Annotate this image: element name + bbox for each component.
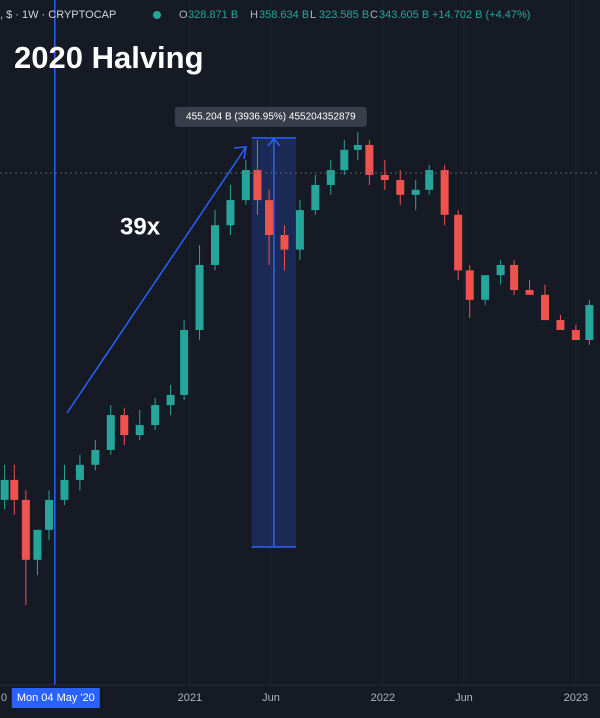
- x-axis: 0 2021 Jun 2022 Jun 2023 Mon 04 May '20: [1, 688, 588, 708]
- candle-body: [45, 499, 54, 530]
- candle-body: [241, 170, 250, 201]
- candle-body: [510, 264, 519, 291]
- crosshair-label-box: [11, 688, 100, 708]
- candle-body: [195, 264, 204, 331]
- measure-label-box: [174, 106, 367, 127]
- symbol: , $ · 1W · CRYPTOCAP: [0, 9, 116, 21]
- candle-body: [280, 235, 289, 250]
- candle-body: [571, 330, 580, 341]
- status-dot: [153, 11, 161, 19]
- candle-body: [135, 425, 144, 436]
- candle-body: [481, 275, 490, 300]
- quote-value: 358.634 B: [259, 9, 309, 21]
- candle-body: [75, 464, 84, 480]
- candle-body: [253, 170, 262, 201]
- x-axis-area: [0, 685, 600, 718]
- quote-value: 328.871 B: [188, 9, 238, 21]
- candle-body: [120, 415, 129, 436]
- x-tick-label: Jun: [262, 692, 280, 704]
- trend-arrow: [66, 146, 247, 414]
- header: , $ · 1W · CRYPTOCAP O 328.871 B H 358.634 …: [0, 9, 530, 21]
- candle-body: [0, 479, 9, 500]
- candle-body: [21, 499, 30, 560]
- candle-body: [353, 144, 362, 150]
- trend-arrow-head: [233, 146, 247, 160]
- candle-body: [166, 394, 175, 406]
- candle-body: [91, 449, 100, 465]
- x-tick-label: 0: [1, 692, 7, 704]
- candle-body: [454, 214, 463, 271]
- candle-body: [340, 149, 349, 171]
- candle-body: [556, 320, 565, 331]
- candle-body: [10, 479, 19, 500]
- candle-body: [226, 200, 235, 226]
- x-tick-label: Jun: [455, 692, 473, 704]
- x-tick-label: 2022: [371, 692, 395, 704]
- candle-body: [585, 305, 594, 341]
- candle-body: [380, 174, 389, 181]
- candle-body: [265, 200, 274, 236]
- quote-label: L: [310, 9, 316, 21]
- crosshair-label: Mon 04 May '20: [17, 692, 95, 704]
- quote-label: O: [179, 9, 188, 21]
- candle-body: [106, 415, 115, 450]
- plot: 455.204 B (3936.95%) 455204352879: [0, 0, 594, 685]
- candle-body: [326, 170, 335, 185]
- annotation: 39x: [120, 213, 161, 240]
- candle-body: [496, 264, 505, 276]
- x-tick-label: 2023: [564, 692, 588, 704]
- candle-body: [311, 184, 320, 211]
- quote-value: 343.605 B: [379, 9, 429, 21]
- quote-label: H: [250, 9, 258, 21]
- candle-body: [33, 529, 42, 560]
- candle-body: [440, 170, 449, 215]
- measure-arrow: [267, 137, 281, 147]
- measure-label: 455.204 B (3936.95%) 455204352879: [186, 112, 356, 123]
- candle-body: [210, 225, 219, 265]
- candle-body: [540, 294, 549, 321]
- candle-body: [525, 290, 534, 295]
- candle-body: [180, 330, 189, 395]
- change: +14.702 B (+4.47%): [432, 9, 530, 21]
- x-tick-label: 2021: [178, 692, 202, 704]
- candle-body: [425, 170, 434, 190]
- chart-title: 2020 Halving: [14, 40, 204, 75]
- candle-body: [396, 180, 405, 195]
- quote-label: C: [370, 9, 378, 21]
- quote-value: 323.585 B: [319, 9, 369, 21]
- candle-body: [465, 270, 474, 300]
- candle-body: [151, 405, 160, 426]
- candle-body: [295, 210, 304, 250]
- candle-body: [60, 479, 69, 500]
- candle-body: [411, 189, 420, 195]
- candle-body: [365, 144, 374, 175]
